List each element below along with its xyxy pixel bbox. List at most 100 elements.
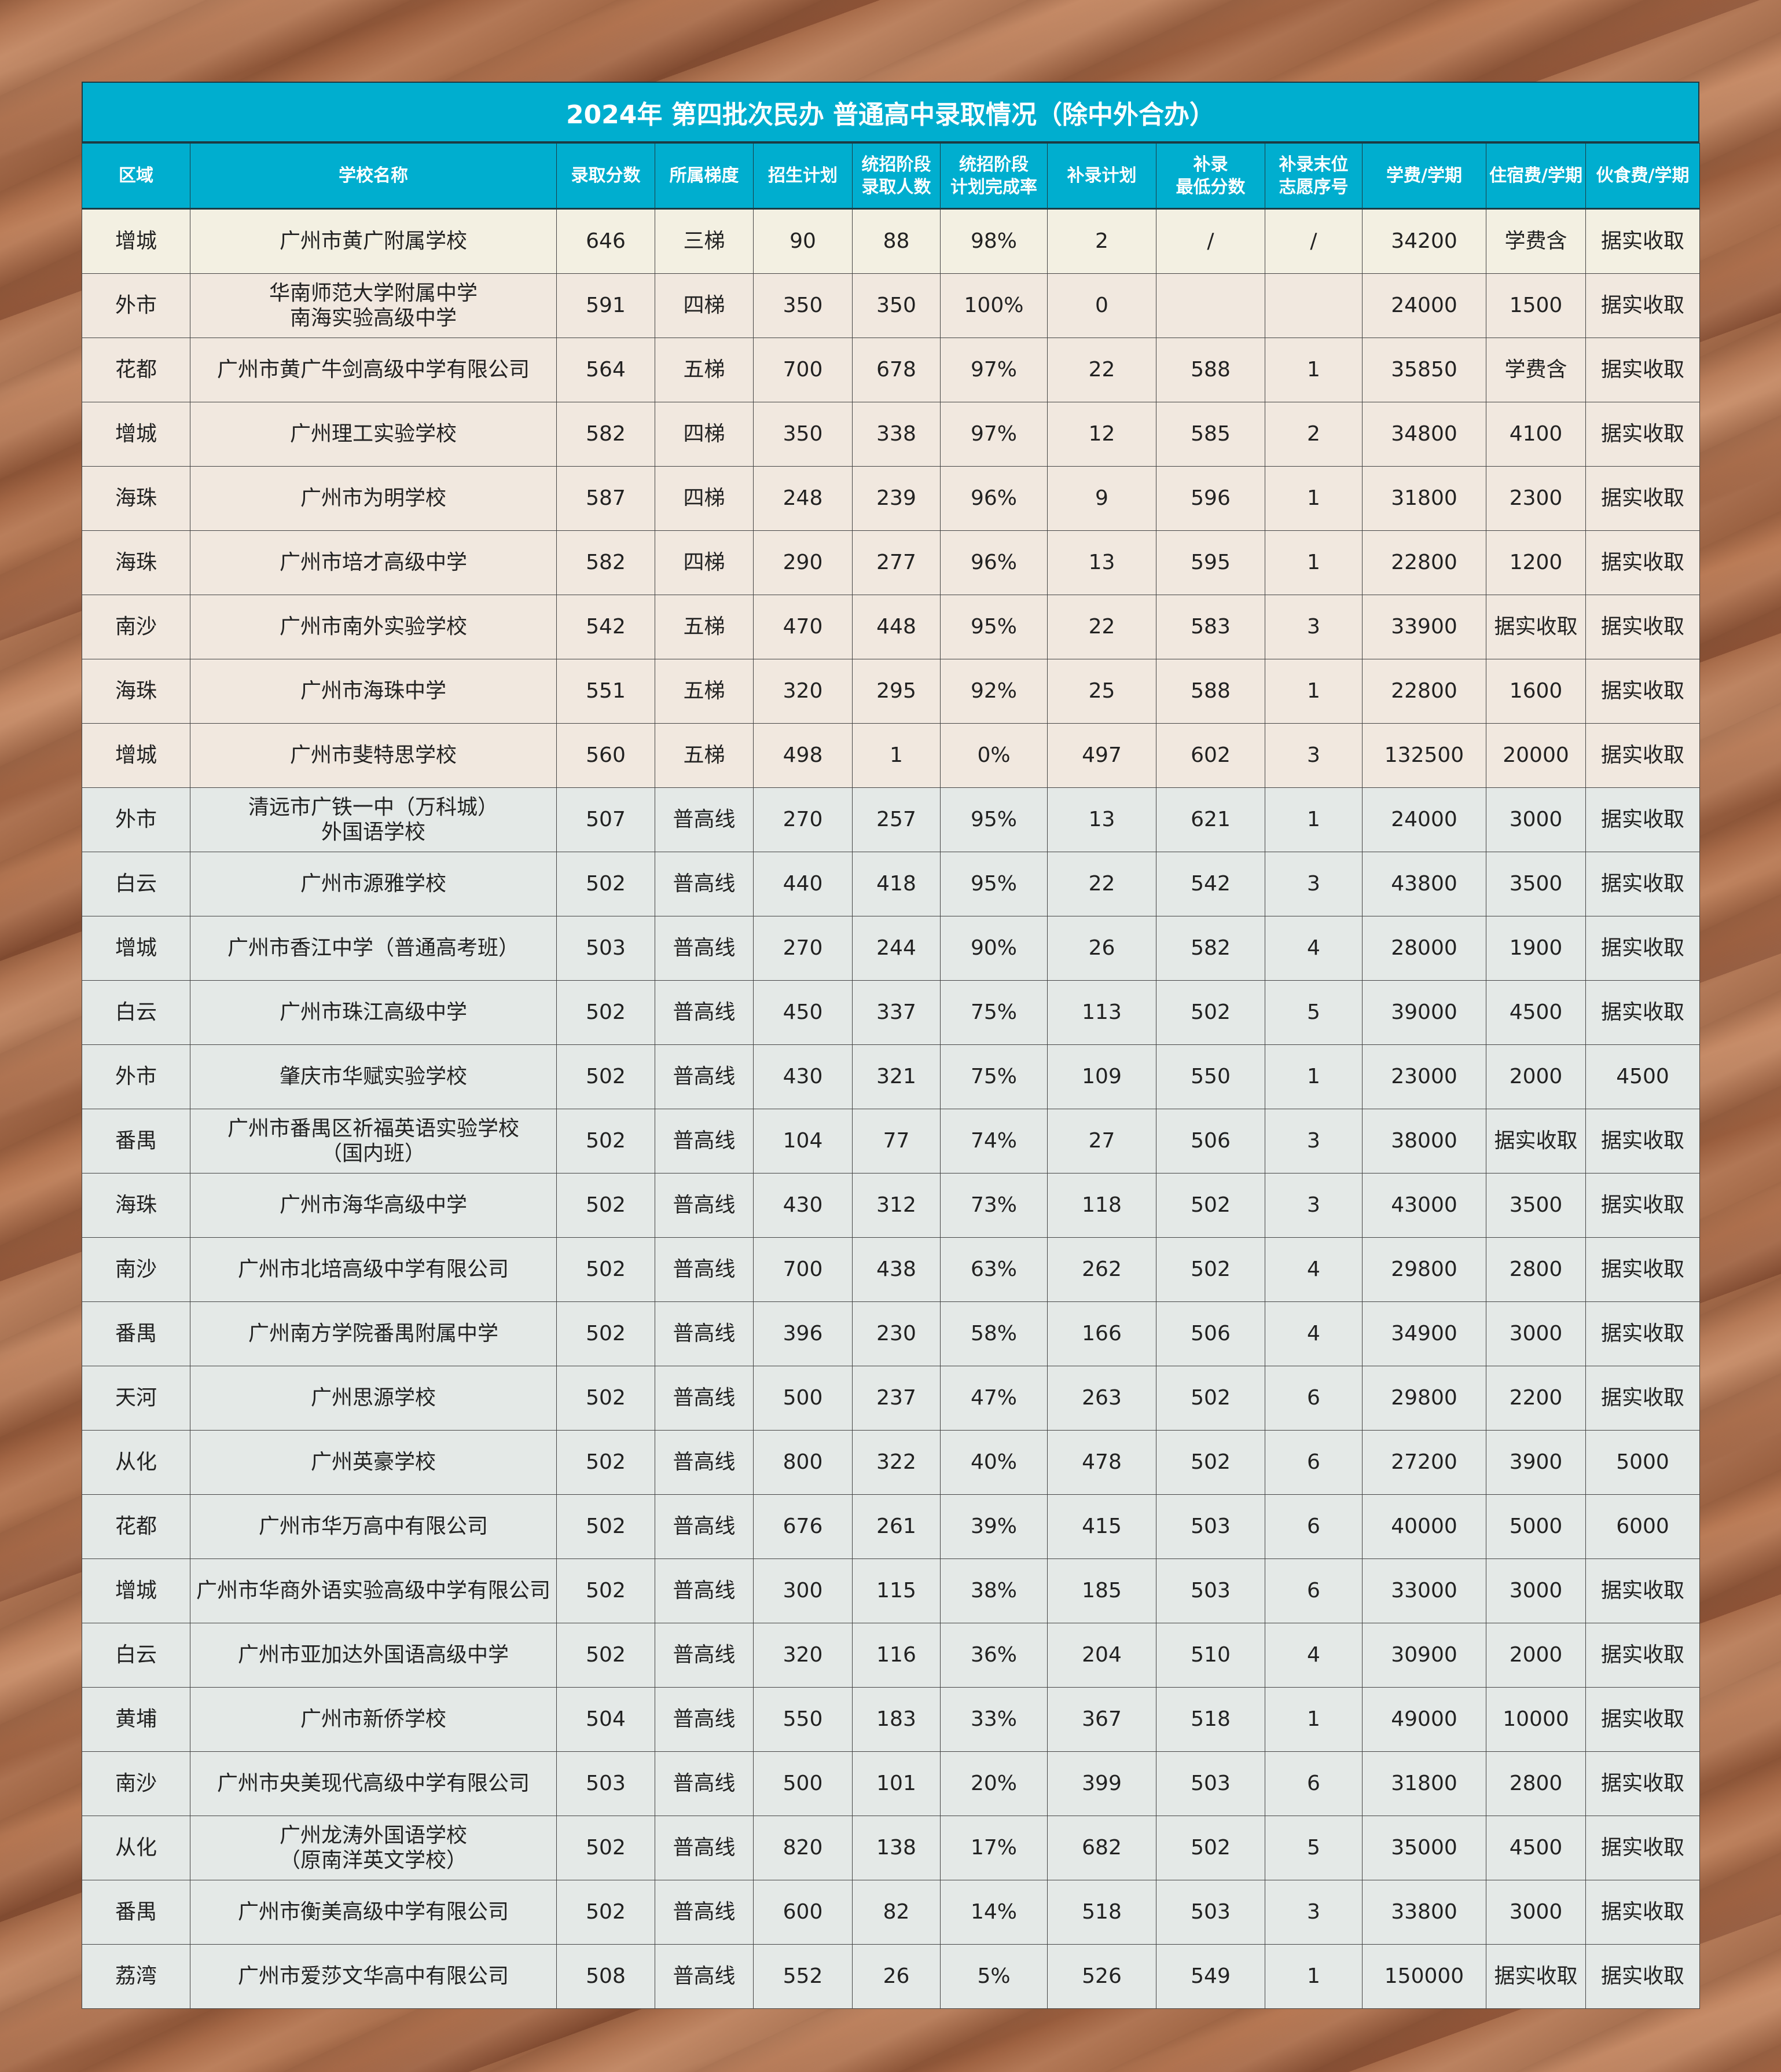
cell-school-name: 广州市北培高级中学有限公司 (190, 1237, 557, 1302)
cell-accommodation-fee: 2200 (1486, 1366, 1586, 1431)
cell-admission-score: 502 (556, 1880, 655, 1945)
cell-school-name: 广州市源雅学校 (190, 852, 557, 916)
cell-supplementary-min-score: 503 (1156, 1880, 1265, 1945)
cell-tuition: 49000 (1362, 1687, 1486, 1752)
cell-tuition: 34200 (1362, 208, 1486, 274)
cell-tier: 普高线 (655, 1237, 754, 1302)
cell-meal-fee: 4500 (1585, 1044, 1700, 1109)
column-header-district: 区域 (82, 143, 190, 210)
cell-tier: 五梯 (655, 723, 754, 788)
cell-supplementary-plan: 0 (1047, 273, 1156, 338)
cell-unified-admitted: 82 (852, 1880, 941, 1945)
cell-supplementary-last-choice: 6 (1265, 1751, 1363, 1816)
table-row: 增城 广州市华商外语实验高级中学有限公司 502 普高线 300 115 38% 185 503… (82, 1558, 1700, 1623)
cell-unified-admitted: 261 (852, 1494, 941, 1559)
cell-meal-fee: 据实收取 (1585, 338, 1700, 402)
cell-tier: 普高线 (655, 1173, 754, 1238)
cell-unified-completion-rate: 75% (940, 1044, 1048, 1109)
cell-supplementary-min-score: 588 (1156, 338, 1265, 402)
column-header-tuition: 学费/学期 (1362, 143, 1486, 210)
cell-supplementary-min-score: 503 (1156, 1494, 1265, 1559)
cell-district: 外市 (82, 273, 190, 338)
cell-district: 番禺 (82, 1880, 190, 1945)
cell-school-name: 广州市珠江高级中学 (190, 980, 557, 1045)
cell-enrollment-plan: 270 (753, 916, 853, 981)
cell-school-name: 广州市培才高级中学 (190, 530, 557, 595)
cell-tier: 四梯 (655, 530, 754, 595)
cell-school-name: 广州市斐特思学校 (190, 723, 557, 788)
cell-school-name: 广州南方学院番禺附属中学 (190, 1301, 557, 1366)
cell-unified-completion-rate: 20% (940, 1751, 1048, 1816)
cell-enrollment-plan: 470 (753, 595, 853, 659)
cell-enrollment-plan: 500 (753, 1366, 853, 1431)
cell-unified-admitted: 321 (852, 1044, 941, 1109)
cell-enrollment-plan: 90 (753, 208, 853, 274)
cell-unified-admitted: 448 (852, 595, 941, 659)
cell-school-name: 华南师范大学附属中学 南海实验高级中学 (190, 273, 557, 338)
cell-unified-completion-rate: 0% (940, 723, 1048, 788)
cell-school-name: 广州市黄广附属学校 (190, 208, 557, 274)
cell-unified-completion-rate: 90% (940, 916, 1048, 981)
cell-admission-score: 507 (556, 787, 655, 852)
cell-tuition: 40000 (1362, 1494, 1486, 1559)
cell-tuition: 38000 (1362, 1109, 1486, 1173)
cell-tuition: 34800 (1362, 402, 1486, 467)
cell-supplementary-min-score: / (1156, 208, 1265, 274)
cell-district: 海珠 (82, 659, 190, 724)
cell-school-name: 广州市衡美高级中学有限公司 (190, 1880, 557, 1945)
cell-enrollment-plan: 320 (753, 659, 853, 724)
cell-supplementary-last-choice: 5 (1265, 980, 1363, 1045)
cell-supplementary-min-score: 502 (1156, 1366, 1265, 1431)
cell-unified-completion-rate: 47% (940, 1366, 1048, 1431)
cell-unified-completion-rate: 40% (940, 1430, 1048, 1495)
cell-supplementary-last-choice: 4 (1265, 916, 1363, 981)
cell-supplementary-plan: 22 (1047, 852, 1156, 916)
cell-school-name: 广州市南外实验学校 (190, 595, 557, 659)
cell-tuition: 30900 (1362, 1623, 1486, 1688)
cell-district: 海珠 (82, 466, 190, 531)
cell-supplementary-last-choice: 1 (1265, 787, 1363, 852)
cell-unified-completion-rate: 96% (940, 530, 1048, 595)
cell-school-name: 广州市央美现代高级中学有限公司 (190, 1751, 557, 1816)
cell-school-name: 广州市亚加达外国语高级中学 (190, 1623, 557, 1688)
cell-accommodation-fee: 3000 (1486, 1558, 1586, 1623)
cell-district: 南沙 (82, 595, 190, 659)
cell-unified-completion-rate: 98% (940, 208, 1048, 274)
admission-table-sheet: 2024年 第四批次民办 普通高中录取情况（除中外合办） 区域 学校名称 录取分数所… (82, 82, 1700, 2009)
table-row: 南沙 广州市南外实验学校 542 五梯 470 448 95% 22 583 3 33900 据实收取… (82, 595, 1700, 659)
cell-supplementary-min-score: 583 (1156, 595, 1265, 659)
cell-admission-score: 582 (556, 530, 655, 595)
cell-unified-admitted: 183 (852, 1687, 941, 1752)
cell-supplementary-min-score: 621 (1156, 787, 1265, 852)
cell-meal-fee: 据实收取 (1585, 402, 1700, 467)
table-body: 增城 广州市黄广附属学校 646 三梯 90 88 98% 2//34200 学费含 据实收取 外市… (82, 208, 1700, 2009)
cell-district: 荔湾 (82, 1944, 190, 2009)
cell-tier: 四梯 (655, 273, 754, 338)
cell-tier: 四梯 (655, 402, 754, 467)
cell-supplementary-plan: 13 (1047, 530, 1156, 595)
cell-unified-admitted: 438 (852, 1237, 941, 1302)
cell-unified-admitted: 237 (852, 1366, 941, 1431)
cell-admission-score: 504 (556, 1687, 655, 1752)
cell-supplementary-plan: 185 (1047, 1558, 1156, 1623)
cell-unified-admitted: 338 (852, 402, 941, 467)
cell-accommodation-fee: 2800 (1486, 1751, 1586, 1816)
cell-tuition: 35850 (1362, 338, 1486, 402)
cell-admission-score: 502 (556, 1558, 655, 1623)
cell-accommodation-fee: 10000 (1486, 1687, 1586, 1752)
cell-tuition: 27200 (1362, 1430, 1486, 1495)
cell-tier: 普高线 (655, 1558, 754, 1623)
cell-accommodation-fee: 3000 (1486, 1301, 1586, 1366)
cell-tier: 普高线 (655, 1366, 754, 1431)
cell-supplementary-min-score: 510 (1156, 1623, 1265, 1688)
cell-enrollment-plan: 820 (753, 1816, 853, 1880)
cell-admission-score: 502 (556, 852, 655, 916)
cell-admission-score: 503 (556, 916, 655, 981)
cell-admission-score: 502 (556, 1301, 655, 1366)
cell-unified-admitted: 295 (852, 659, 941, 724)
table-row: 南沙 广州市北培高级中学有限公司 502 普高线 700 438 63% 262 502 4 298… (82, 1237, 1700, 1302)
cell-tier: 普高线 (655, 916, 754, 981)
cell-accommodation-fee: 3000 (1486, 787, 1586, 852)
table-row: 花都 广州市黄广牛剑高级中学有限公司 564 五梯 700 678 97% 22 588 1 358… (82, 338, 1700, 402)
cell-enrollment-plan: 700 (753, 1237, 853, 1302)
